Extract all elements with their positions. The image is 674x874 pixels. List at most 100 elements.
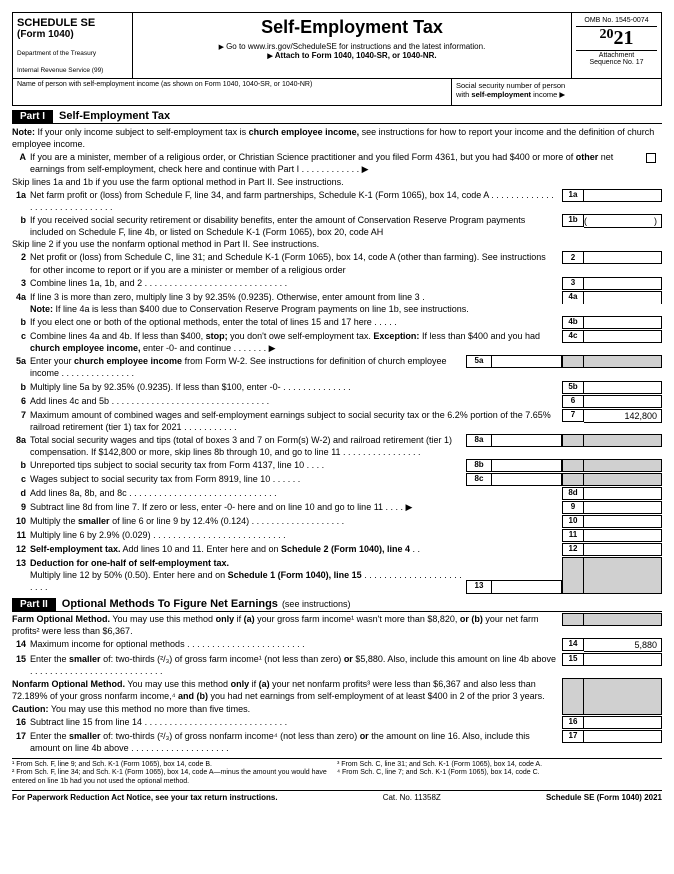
line-8d: d Add lines 8a, 8b, and 8c . . . . . . .… — [12, 487, 662, 500]
line-6: 6 Add lines 4c and 5b . . . . . . . . . … — [12, 395, 662, 408]
amt-16[interactable] — [584, 716, 662, 729]
label-4c: c — [12, 330, 30, 342]
line-1b: b If you received social security retire… — [12, 214, 662, 238]
label-4a: 4a — [12, 291, 30, 303]
col-15: 15 — [562, 653, 584, 666]
line-4a: 4a If line 3 is more than zero, multiply… — [12, 291, 662, 315]
midamt-13[interactable] — [492, 580, 562, 594]
part-2-header: Part II Optional Methods To Figure Net E… — [12, 598, 662, 612]
amt-4c[interactable] — [584, 330, 662, 343]
amt-5b[interactable] — [584, 381, 662, 394]
amt-2[interactable] — [584, 251, 662, 264]
midamt-8b[interactable] — [492, 459, 562, 472]
text-2: Net profit or (loss) from Schedule C, li… — [30, 251, 562, 275]
header-left: SCHEDULE SE (Form 1040) Department of th… — [13, 13, 133, 78]
footer-right: Schedule SE (Form 1040) 2021 — [546, 793, 662, 802]
col-5a-shade — [562, 355, 584, 368]
line-A: A If you are a minister, member of a rel… — [12, 151, 662, 175]
midcol-13: 13 — [466, 580, 492, 594]
amt-3[interactable] — [584, 277, 662, 290]
text-12: Self-employment tax. Add lines 10 and 11… — [30, 543, 562, 555]
nonfarm-col-shade — [562, 678, 584, 714]
goto-text: Go to www.irs.gov/ScheduleSE for instruc… — [226, 42, 485, 51]
text-1a: Net farm profit or (loss) from Schedule … — [30, 189, 562, 213]
label-11: 11 — [12, 529, 30, 541]
farm-amt-shade — [584, 613, 662, 626]
text-1b: If you received social security retireme… — [30, 214, 562, 238]
name-field[interactable]: Name of person with self-employment inco… — [13, 79, 451, 105]
col-4b: 4b — [562, 316, 584, 329]
midamt-5a[interactable] — [492, 355, 562, 368]
line-17: 17 Enter the smaller of: two-thirds (²/₃… — [12, 730, 662, 754]
amt-11[interactable] — [584, 529, 662, 542]
nonfarm-method-note: Nonfarm Optional Method. You may use thi… — [12, 678, 662, 714]
nonfarm-amt-shade — [584, 678, 662, 714]
line-3: 3 Combine lines 1a, 1b, and 2 . . . . . … — [12, 277, 662, 290]
text-7: Maximum amount of combined wages and sel… — [30, 409, 562, 433]
amt-4a[interactable] — [584, 291, 662, 304]
part-2-title: Optional Methods To Figure Net Earnings — [62, 598, 278, 610]
part-2-body: Farm Optional Method. You may use this m… — [12, 613, 662, 754]
amt-17[interactable] — [584, 730, 662, 743]
attachment-label: Attachment — [576, 50, 657, 59]
label-7: 7 — [12, 409, 30, 421]
col-17: 17 — [562, 730, 584, 743]
amt-9[interactable] — [584, 501, 662, 514]
label-12: 12 — [12, 543, 30, 555]
amt-8b-shade — [584, 459, 662, 472]
midamt-8c[interactable] — [492, 473, 562, 486]
midamt-8a[interactable] — [492, 434, 562, 447]
tax-year: 2021 — [576, 27, 657, 50]
part-2-label: Part II — [12, 598, 56, 611]
label-6: 6 — [12, 395, 30, 407]
col-10: 10 — [562, 515, 584, 528]
line-9: 9 Subtract line 8d from line 7. If zero … — [12, 501, 662, 514]
text-4b: If you elect one or both of the optional… — [30, 316, 562, 328]
part-1-title: Self-Employment Tax — [59, 110, 170, 122]
col-4c: 4c — [562, 330, 584, 343]
attach-text: Attach to Form 1040, 1040-SR, or 1040-NR… — [275, 51, 437, 60]
form-number: (Form 1040) — [17, 29, 128, 40]
text-4a: If line 3 is more than zero, multiply li… — [30, 291, 562, 315]
amt-14: 5,880 — [584, 638, 662, 652]
amt-8d[interactable] — [584, 487, 662, 500]
text-11: Multiply line 6 by 2.9% (0.029) . . . . … — [30, 529, 562, 541]
text-4c: Combine lines 4a and 4b. If less than $4… — [30, 330, 562, 354]
amt-6[interactable] — [584, 395, 662, 408]
col-5b: 5b — [562, 381, 584, 394]
page-footer: For Paperwork Reduction Act Notice, see … — [12, 790, 662, 802]
line-8c: c Wages subject to social security tax f… — [12, 473, 662, 486]
col-6: 6 — [562, 395, 584, 408]
footnote-2: ² From Sch. F, line 34; and Sch. K-1 (Fo… — [12, 769, 337, 786]
amt-1b[interactable]: () — [584, 214, 662, 228]
amt-10[interactable] — [584, 515, 662, 528]
midcol-8a: 8a — [466, 434, 492, 447]
amt-12[interactable] — [584, 543, 662, 556]
label-8c: c — [12, 473, 30, 485]
text-6: Add lines 4c and 5b . . . . . . . . . . … — [30, 395, 562, 407]
ssn-field[interactable]: Social security number of person with se… — [451, 79, 661, 105]
nonfarm-text: Nonfarm Optional Method. You may use thi… — [12, 678, 562, 714]
label-5a: 5a — [12, 355, 30, 367]
amt-15[interactable] — [584, 653, 662, 666]
label-A: A — [12, 151, 30, 163]
farm-col-shade — [562, 613, 584, 626]
col-1b: 1b — [562, 214, 584, 227]
col-16: 16 — [562, 716, 584, 729]
amt-1a[interactable] — [584, 189, 662, 202]
farm-text: Farm Optional Method. You may use this m… — [12, 613, 562, 637]
label-9: 9 — [12, 501, 30, 513]
header-right: OMB No. 1545-0074 2021 Attachment Sequen… — [571, 13, 661, 78]
line-16: 16 Subtract line 15 from line 14 . . . .… — [12, 716, 662, 729]
line-1a: 1a Net farm profit or (loss) from Schedu… — [12, 189, 662, 213]
label-8b: b — [12, 459, 30, 471]
text-9: Subtract line 8d from line 7. If zero or… — [30, 501, 562, 513]
footnote-3: ³ From Sch. C, line 31; and Sch. K-1 (Fo… — [337, 761, 662, 769]
amt-8c-shade — [584, 473, 662, 486]
checkbox-A[interactable] — [642, 151, 662, 163]
col-1a: 1a — [562, 189, 584, 202]
label-17: 17 — [12, 730, 30, 742]
line-8a: 8a Total social security wages and tips … — [12, 434, 662, 458]
irs-label: Internal Revenue Service (99) — [17, 67, 128, 74]
amt-4b[interactable] — [584, 316, 662, 329]
